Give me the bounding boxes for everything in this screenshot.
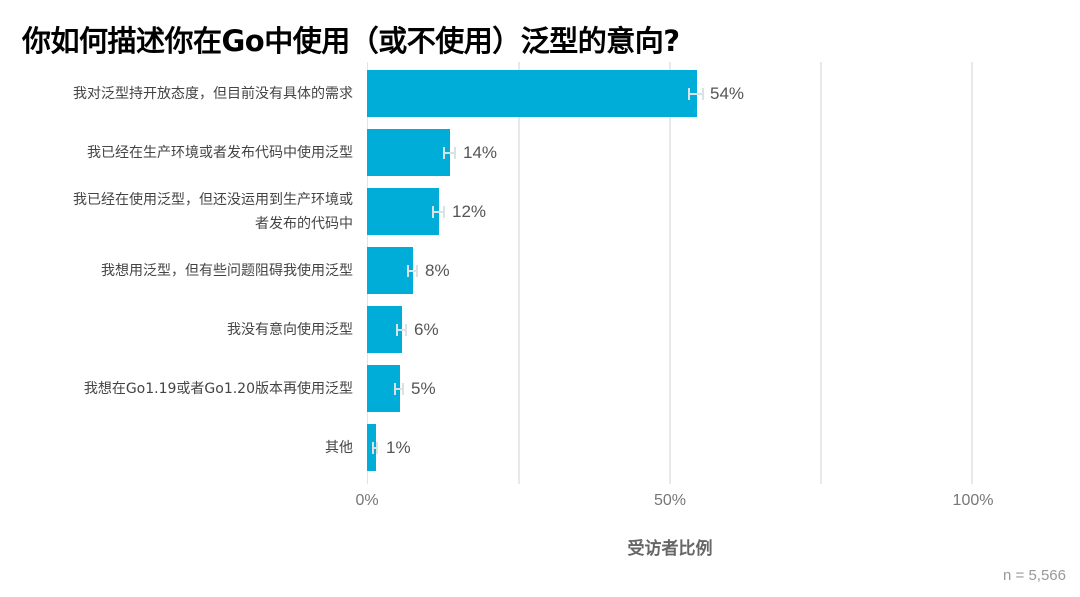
error-bar-0 [688, 88, 704, 100]
bar-0 [367, 70, 697, 117]
category-label-2-line2: 者发布的代码中 [255, 216, 353, 232]
value-label-6: 1% [386, 438, 411, 457]
error-bar-4 [396, 324, 407, 336]
value-label-5: 5% [411, 379, 436, 398]
error-bar-2 [432, 206, 445, 218]
category-label-2-line1: 我已经在使用泛型，但还没运用到生产环境或 [73, 192, 353, 208]
category-label-5: 我想在Go1.19或者Go1.20版本再使用泛型 [83, 381, 353, 397]
value-label-4: 6% [414, 320, 439, 339]
category-label-0: 我对泛型持开放态度，但目前没有具体的需求 [73, 86, 353, 102]
error-bar-1 [443, 147, 456, 159]
gridline-25 [518, 62, 520, 484]
sample-size-label: n = 5,566 [1003, 567, 1066, 584]
x-tick-0: 0% [355, 492, 379, 509]
category-label-6: 其他 [325, 440, 353, 456]
error-bar-5 [394, 383, 404, 395]
value-label-0: 54% [710, 84, 745, 103]
value-label-2: 12% [452, 202, 487, 221]
value-label-1: 14% [463, 143, 498, 162]
bar-2 [367, 188, 439, 235]
gridline-100 [971, 62, 973, 484]
error-bar-6 [372, 442, 378, 454]
value-label-3: 8% [425, 261, 450, 280]
chart-title: 你如何描述你在Go中使用（或不使用）泛型的意向? [22, 24, 680, 58]
bar-3 [367, 247, 413, 294]
x-axis-label: 受访者比例 [627, 539, 713, 559]
x-tick-50: 50% [653, 492, 687, 509]
category-label-4: 我没有意向使用泛型 [227, 322, 353, 338]
gridline-50 [669, 62, 671, 484]
plot-area: 54% 14% 12% 8% 6% 5% 1% [367, 62, 973, 484]
error-bar-3 [407, 265, 418, 277]
category-label-3: 我想用泛型，但有些问题阻碍我使用泛型 [101, 263, 353, 279]
gridline-75 [820, 62, 822, 484]
bar-1 [367, 129, 450, 176]
category-label-2: 我已经在使用泛型，但还没运用到生产环境或 者发布的代码中 [73, 188, 353, 236]
category-label-1: 我已经在生产环境或者发布代码中使用泛型 [87, 145, 353, 161]
x-tick-100: 100% [952, 492, 994, 509]
bar-6 [367, 424, 376, 471]
